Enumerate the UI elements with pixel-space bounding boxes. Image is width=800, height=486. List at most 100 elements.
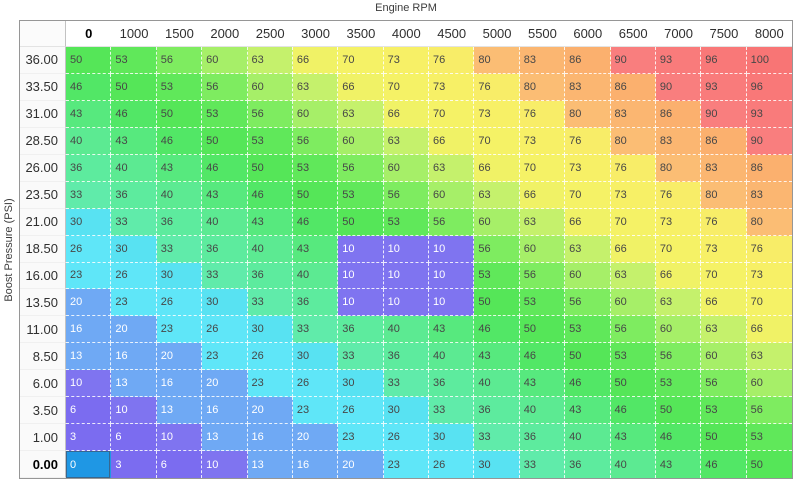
cell-1.00-3500[interactable]: 23 [338, 424, 384, 452]
row-header-31.00[interactable]: 31.00 [20, 100, 66, 128]
cell-26.00-4000[interactable]: 60 [383, 154, 429, 182]
cell-18.50-5500[interactable]: 60 [519, 235, 566, 263]
cell-8.50-7500[interactable]: 60 [701, 343, 747, 371]
cell-33.50-5000[interactable]: 76 [474, 73, 520, 101]
cell-3.50-2500[interactable]: 20 [247, 397, 293, 425]
cell-6.00-5500[interactable]: 43 [519, 370, 566, 398]
cell-33.50-1500[interactable]: 53 [156, 73, 203, 101]
cell-13.50-6000[interactable]: 56 [565, 289, 611, 317]
cell-26.00-4500[interactable]: 63 [429, 154, 475, 182]
cell-13.50-0[interactable]: 20 [66, 289, 112, 317]
cell-31.00-4500[interactable]: 70 [429, 100, 475, 128]
cell-21.00-3000[interactable]: 46 [292, 208, 339, 236]
cell-31.00-3000[interactable]: 60 [292, 100, 339, 128]
row-header-11.00[interactable]: 11.00 [20, 316, 66, 344]
cell-6.00-1500[interactable]: 16 [156, 370, 203, 398]
cell-33.50-8000[interactable]: 96 [746, 73, 792, 101]
cell-1.00-5500[interactable]: 36 [519, 424, 566, 452]
cell-11.00-4500[interactable]: 43 [429, 316, 475, 344]
cell-31.00-6000[interactable]: 80 [565, 100, 611, 128]
cell-36.00-0[interactable]: 50 [66, 47, 112, 74]
cell-0.00-1000[interactable]: 3 [111, 451, 157, 478]
cell-16.00-4000[interactable]: 10 [383, 262, 429, 290]
cell-3.50-7500[interactable]: 53 [701, 397, 747, 425]
cell-26.00-3500[interactable]: 56 [338, 154, 384, 182]
cell-1.00-7000[interactable]: 46 [655, 424, 702, 452]
cell-6.00-2000[interactable]: 20 [202, 370, 248, 398]
cell-18.50-6500[interactable]: 66 [610, 235, 656, 263]
cell-28.50-7000[interactable]: 83 [655, 127, 702, 155]
cell-36.00-7000[interactable]: 93 [655, 47, 702, 74]
cell-31.00-5500[interactable]: 76 [519, 100, 566, 128]
cell-3.50-3000[interactable]: 23 [292, 397, 339, 425]
cell-31.00-0[interactable]: 43 [66, 100, 112, 128]
cell-23.50-4500[interactable]: 60 [429, 181, 475, 209]
col-header-0[interactable]: 0 [66, 21, 112, 47]
cell-13.50-1000[interactable]: 23 [111, 289, 157, 317]
cell-33.50-1000[interactable]: 50 [111, 73, 157, 101]
col-header-5500[interactable]: 5500 [519, 21, 566, 47]
cell-18.50-3000[interactable]: 43 [292, 235, 339, 263]
cell-8.50-1000[interactable]: 16 [111, 343, 157, 371]
cell-13.50-3000[interactable]: 36 [292, 289, 339, 317]
cell-33.50-4000[interactable]: 70 [383, 73, 429, 101]
cell-28.50-3500[interactable]: 60 [338, 127, 384, 155]
cell-36.00-5000[interactable]: 80 [474, 47, 520, 74]
cell-1.00-1000[interactable]: 6 [111, 424, 157, 452]
cell-33.50-2000[interactable]: 56 [202, 73, 248, 101]
cell-11.00-4000[interactable]: 40 [383, 316, 429, 344]
cell-26.00-0[interactable]: 36 [66, 154, 112, 182]
cell-16.00-3500[interactable]: 10 [338, 262, 384, 290]
col-header-3000[interactable]: 3000 [292, 21, 339, 47]
cell-16.00-5000[interactable]: 53 [474, 262, 520, 290]
cell-31.00-7500[interactable]: 90 [701, 100, 747, 128]
cell-16.00-6000[interactable]: 60 [565, 262, 611, 290]
cell-26.00-8000[interactable]: 86 [746, 154, 792, 182]
cell-8.50-1500[interactable]: 20 [156, 343, 203, 371]
cell-11.00-7000[interactable]: 60 [655, 316, 702, 344]
cell-16.00-4500[interactable]: 10 [429, 262, 475, 290]
cell-11.00-0[interactable]: 16 [66, 316, 112, 344]
cell-1.00-0[interactable]: 3 [66, 424, 112, 452]
cell-21.00-6500[interactable]: 70 [610, 208, 656, 236]
cell-21.00-1500[interactable]: 36 [156, 208, 203, 236]
cell-26.00-6000[interactable]: 73 [565, 154, 611, 182]
cell-13.50-2000[interactable]: 30 [202, 289, 248, 317]
cell-23.50-4000[interactable]: 56 [383, 181, 429, 209]
cell-28.50-0[interactable]: 40 [66, 127, 112, 155]
cell-6.00-7500[interactable]: 56 [701, 370, 747, 398]
col-header-8000[interactable]: 8000 [746, 21, 792, 47]
cell-36.00-6000[interactable]: 86 [565, 47, 611, 74]
cell-36.00-3500[interactable]: 70 [338, 47, 384, 74]
col-header-1000[interactable]: 1000 [111, 21, 157, 47]
row-header-1.00[interactable]: 1.00 [20, 424, 66, 452]
cell-13.50-6500[interactable]: 60 [610, 289, 656, 317]
cell-31.00-3500[interactable]: 63 [338, 100, 384, 128]
cell-3.50-1000[interactable]: 10 [111, 397, 157, 425]
cell-0.00-4500[interactable]: 26 [429, 451, 475, 478]
row-header-21.00[interactable]: 21.00 [20, 208, 66, 236]
cell-23.50-6500[interactable]: 73 [610, 181, 656, 209]
col-header-4500[interactable]: 4500 [429, 21, 475, 47]
cell-21.00-0[interactable]: 30 [66, 208, 112, 236]
cell-23.50-6000[interactable]: 70 [565, 181, 611, 209]
cell-6.00-1000[interactable]: 13 [111, 370, 157, 398]
cell-16.00-1000[interactable]: 26 [111, 262, 157, 290]
cell-0.00-5000[interactable]: 30 [474, 451, 520, 478]
col-header-6000[interactable]: 6000 [565, 21, 611, 47]
cell-21.00-7000[interactable]: 73 [655, 208, 702, 236]
cell-8.50-2000[interactable]: 23 [202, 343, 248, 371]
cell-33.50-3500[interactable]: 66 [338, 73, 384, 101]
cell-16.00-1500[interactable]: 30 [156, 262, 203, 290]
cell-16.00-0[interactable]: 23 [66, 262, 112, 290]
cell-23.50-5000[interactable]: 63 [474, 181, 520, 209]
row-header-6.00[interactable]: 6.00 [20, 370, 66, 398]
cell-31.00-7000[interactable]: 86 [655, 100, 702, 128]
cell-21.00-3500[interactable]: 50 [338, 208, 384, 236]
cell-33.50-7000[interactable]: 90 [655, 73, 702, 101]
cell-0.00-6000[interactable]: 36 [565, 451, 611, 478]
cell-13.50-5500[interactable]: 53 [519, 289, 566, 317]
cell-1.00-3000[interactable]: 20 [292, 424, 339, 452]
cell-33.50-0[interactable]: 46 [66, 73, 112, 101]
cell-21.00-2500[interactable]: 43 [247, 208, 293, 236]
